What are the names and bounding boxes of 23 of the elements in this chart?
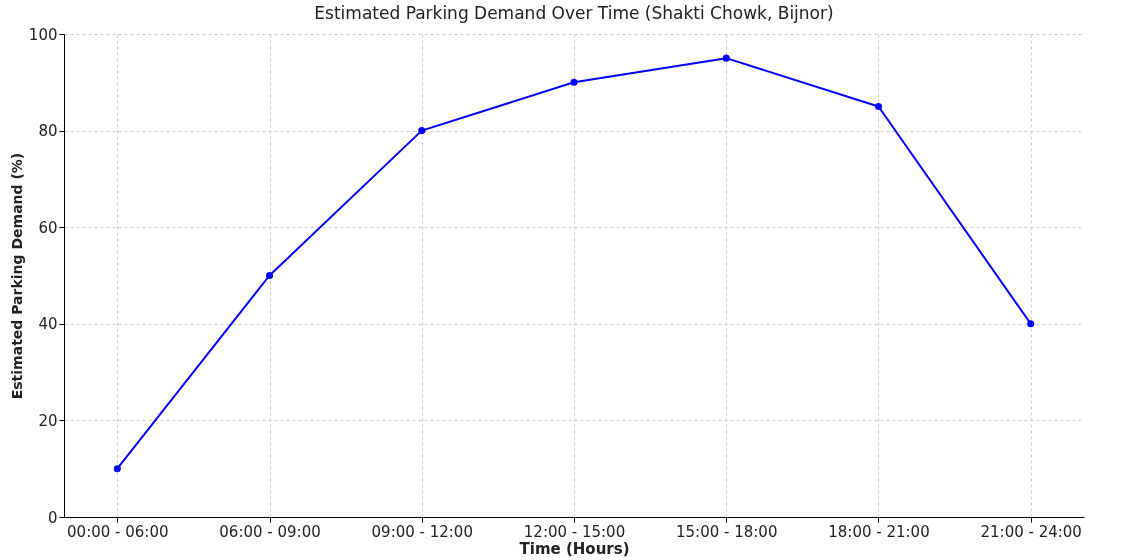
y-tick-label: 100	[28, 25, 58, 44]
point	[570, 78, 578, 86]
y-tick-label: 60	[38, 218, 58, 237]
x-tick-label: 18:00 - 21:00	[828, 522, 930, 541]
x-tick-label: 21:00 - 24:00	[980, 522, 1082, 541]
point	[722, 54, 730, 62]
x-tick-label: 00:00 - 06:00	[67, 522, 169, 541]
point	[113, 465, 121, 473]
point	[418, 127, 426, 135]
y-axis-title: Estimated Parking Demand (%)	[8, 152, 25, 400]
point	[1027, 320, 1035, 328]
x-tick-label: 09:00 - 12:00	[371, 522, 473, 541]
y-tick-label: 0	[47, 508, 58, 527]
point	[874, 102, 883, 110]
x-tick-label: 06:00 - 09:00	[219, 522, 321, 541]
y-tick-label: 20	[38, 411, 58, 430]
y-tick-label: 80	[38, 122, 58, 141]
chart-title: Estimated Parking Demand Over Time (Shakti Chowk, Bijnor)	[314, 3, 834, 23]
x-axis-title: Time (Hours)	[519, 539, 630, 558]
x-tick-label: 12:00 - 15:00	[523, 522, 626, 541]
x-tick-label: 15:00 - 18:00	[676, 522, 778, 541]
point	[265, 271, 274, 280]
y-tick-label: 40	[38, 315, 58, 334]
